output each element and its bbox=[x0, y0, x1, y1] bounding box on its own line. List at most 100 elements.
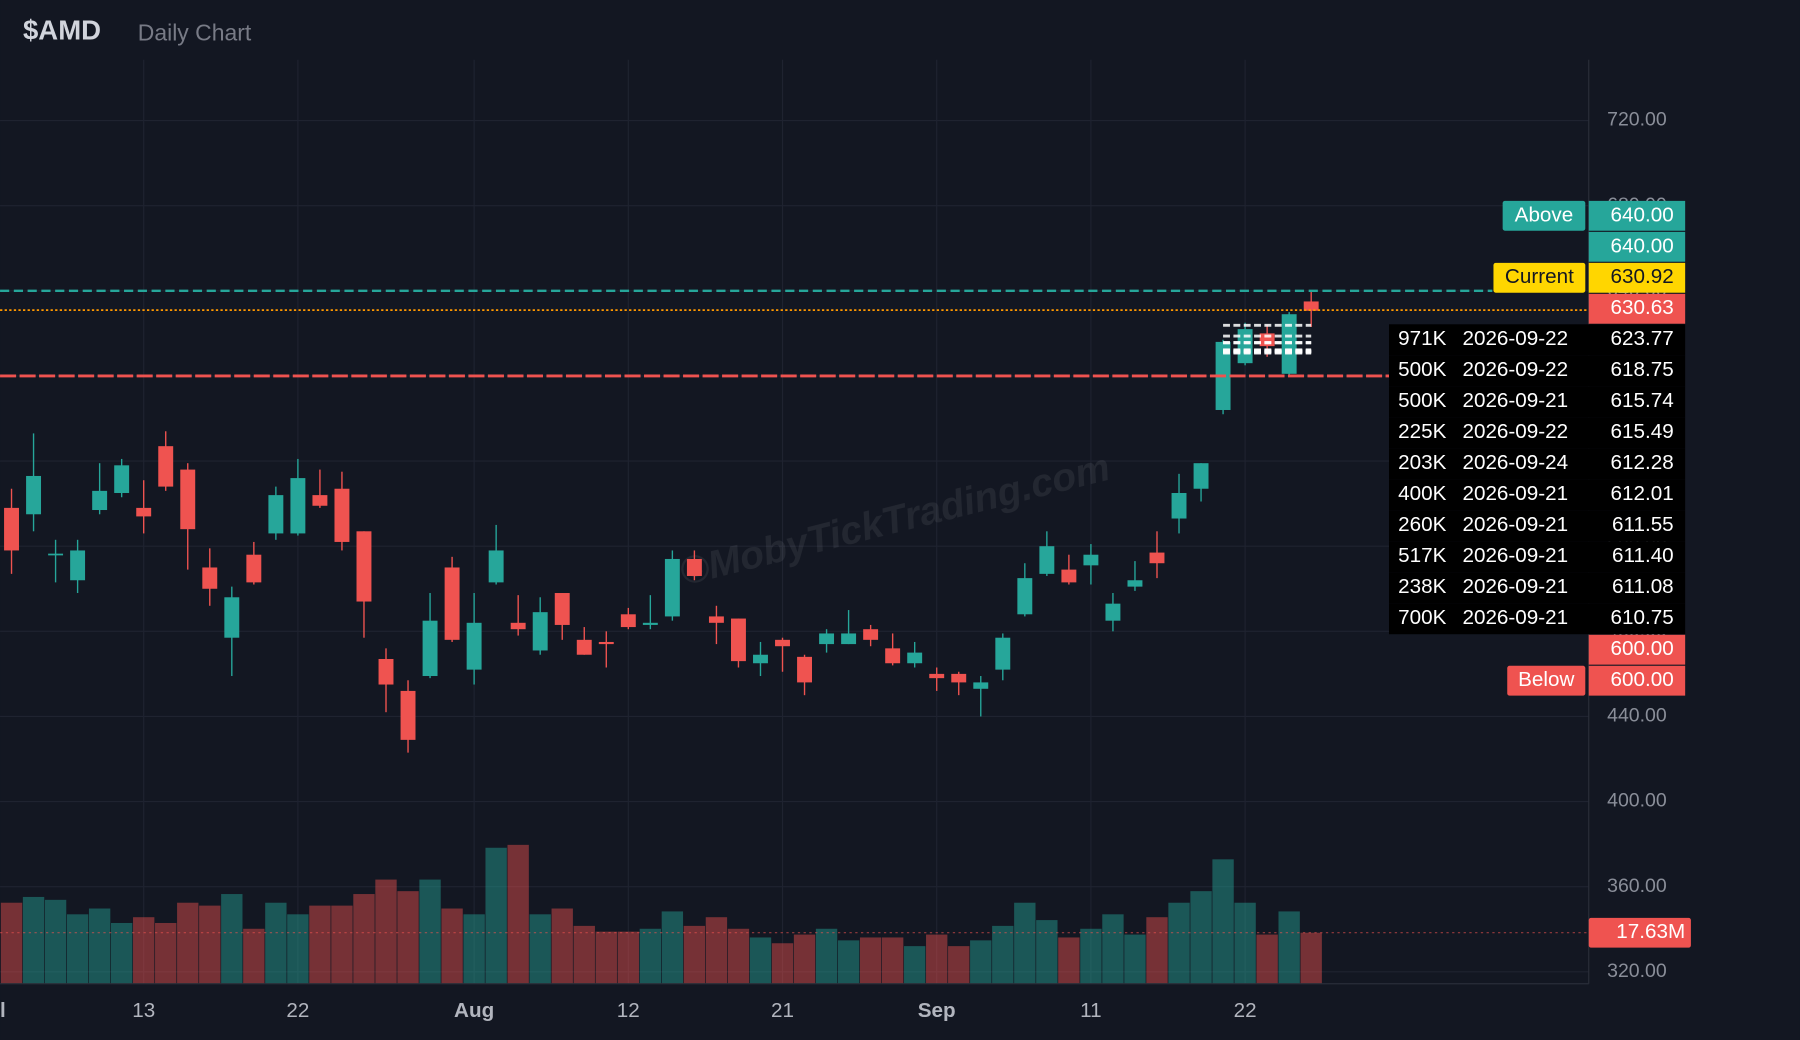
candle-body bbox=[1017, 578, 1033, 615]
x-tick-label: 22 bbox=[1234, 999, 1257, 1022]
order-size: 203K bbox=[1398, 451, 1446, 474]
candle-body bbox=[136, 507, 152, 517]
order-row-bg bbox=[1389, 417, 1686, 449]
order-price: 623.77 bbox=[1610, 327, 1673, 350]
candle-body bbox=[863, 629, 879, 640]
candle-body bbox=[532, 612, 548, 651]
name-tag-bg bbox=[1493, 262, 1586, 293]
volume-bar bbox=[507, 844, 529, 984]
candle-body bbox=[929, 673, 945, 679]
volume-bar bbox=[639, 928, 662, 984]
volume-bar bbox=[551, 908, 573, 984]
y-tick-label: 320.00 bbox=[1607, 960, 1667, 982]
value-tag: 600.00 bbox=[1610, 668, 1673, 691]
value-tag-bg bbox=[1588, 262, 1686, 293]
volume-bar bbox=[331, 905, 353, 984]
volume-bar bbox=[948, 946, 970, 984]
order-row-bg bbox=[1389, 448, 1686, 480]
price-tags: Above 640.00 640.00 Current 630.92 630.63 971K… bbox=[1389, 200, 1691, 948]
candle-body bbox=[753, 654, 768, 664]
x-tick-label: 22 bbox=[286, 999, 309, 1022]
candle-body bbox=[576, 639, 592, 655]
volume-bar bbox=[133, 917, 155, 984]
candle-body bbox=[995, 637, 1011, 670]
volume-bar bbox=[859, 937, 882, 984]
x-tick-label: 12 bbox=[617, 999, 640, 1022]
order-row-bg bbox=[1389, 324, 1686, 356]
volume-bar bbox=[1014, 902, 1036, 984]
order-price: 615.49 bbox=[1610, 420, 1673, 443]
candle-body bbox=[686, 558, 702, 576]
volume-bar bbox=[155, 922, 177, 984]
order-row-bg bbox=[1389, 479, 1686, 511]
candle-body bbox=[554, 593, 570, 625]
candle-body bbox=[356, 531, 372, 602]
candle-body bbox=[973, 682, 989, 689]
volume-bar bbox=[837, 940, 860, 984]
order-date: 2026-09-22 bbox=[1462, 420, 1568, 443]
volume-bar bbox=[1278, 911, 1300, 984]
x-tick-label: Aug bbox=[454, 999, 494, 1022]
volume-bar bbox=[1036, 920, 1058, 984]
name-tag: Above bbox=[1515, 203, 1574, 226]
volume-bar bbox=[0, 902, 23, 984]
volume-bar bbox=[661, 911, 684, 984]
candle-body bbox=[885, 648, 901, 664]
volume-bar bbox=[617, 931, 639, 984]
candle-body bbox=[70, 550, 86, 581]
volume-bar bbox=[529, 914, 551, 984]
volume-bar bbox=[683, 925, 706, 984]
order-size: 400K bbox=[1398, 482, 1446, 505]
candle-body bbox=[488, 550, 504, 583]
order-price: 610.75 bbox=[1610, 606, 1673, 629]
volume-bar bbox=[110, 922, 133, 984]
order-row-bg bbox=[1389, 510, 1686, 542]
volume-bar bbox=[1212, 859, 1234, 984]
candle-body bbox=[334, 488, 350, 542]
candle-body bbox=[819, 633, 835, 645]
candle-body bbox=[378, 658, 394, 685]
value-tag: 630.63 bbox=[1610, 296, 1673, 319]
order-price: 611.08 bbox=[1612, 575, 1674, 598]
volume-bar bbox=[1256, 934, 1278, 984]
candle-body bbox=[1149, 552, 1165, 564]
volume-bar bbox=[970, 940, 992, 984]
value-tag: 630.92 bbox=[1610, 265, 1673, 288]
candle-body bbox=[180, 469, 196, 530]
order-size: 517K bbox=[1398, 544, 1446, 567]
value-tag: 640.00 bbox=[1610, 234, 1673, 257]
candle-body bbox=[620, 614, 636, 628]
order-size: 238K bbox=[1398, 575, 1446, 598]
value-tag-bg bbox=[1588, 293, 1686, 324]
volume-bar bbox=[1168, 902, 1190, 984]
volume-bar bbox=[793, 934, 816, 984]
volume-bar bbox=[375, 879, 397, 984]
value-tag-bg bbox=[1588, 231, 1686, 262]
volume-bar bbox=[771, 943, 794, 984]
volume-bar bbox=[463, 914, 485, 984]
order-date: 2026-09-21 bbox=[1462, 389, 1568, 412]
order-price: 611.55 bbox=[1612, 513, 1674, 536]
x-tick-label: 11 bbox=[1080, 999, 1101, 1022]
volume-tag-bg bbox=[1588, 917, 1691, 948]
candle-body bbox=[26, 475, 42, 515]
order-row-bg bbox=[1389, 355, 1686, 387]
volume-bar bbox=[1234, 902, 1256, 984]
volume-bar bbox=[573, 925, 595, 984]
candle-body bbox=[48, 553, 64, 556]
candle-body bbox=[1127, 580, 1143, 587]
candle-body bbox=[1237, 329, 1253, 364]
candle-body bbox=[510, 622, 526, 630]
name-tag: Below bbox=[1518, 668, 1574, 691]
name-tag-bg bbox=[1507, 665, 1586, 696]
order-size: 500K bbox=[1398, 358, 1446, 381]
order-row-bg bbox=[1389, 572, 1686, 604]
order-price: 612.28 bbox=[1610, 451, 1673, 474]
order-date: 2026-09-22 bbox=[1462, 327, 1568, 350]
chart-subtitle: Daily Chart bbox=[138, 19, 252, 45]
order-date: 2026-09-21 bbox=[1462, 513, 1568, 536]
value-tag-bg bbox=[1588, 200, 1686, 231]
candle-layer bbox=[4, 290, 1319, 753]
volume-bar bbox=[1058, 937, 1080, 984]
